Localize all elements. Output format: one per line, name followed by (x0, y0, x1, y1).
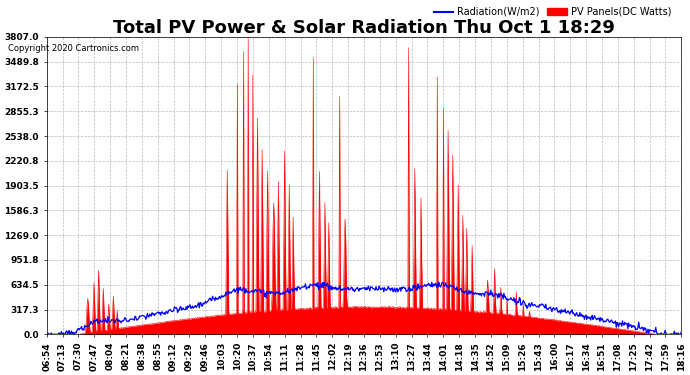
Text: Copyright 2020 Cartronics.com: Copyright 2020 Cartronics.com (8, 44, 139, 52)
Legend: Radiation(W/m2), PV Panels(DC Watts): Radiation(W/m2), PV Panels(DC Watts) (430, 3, 676, 21)
Title: Total PV Power & Solar Radiation Thu Oct 1 18:29: Total PV Power & Solar Radiation Thu Oct… (113, 19, 615, 37)
